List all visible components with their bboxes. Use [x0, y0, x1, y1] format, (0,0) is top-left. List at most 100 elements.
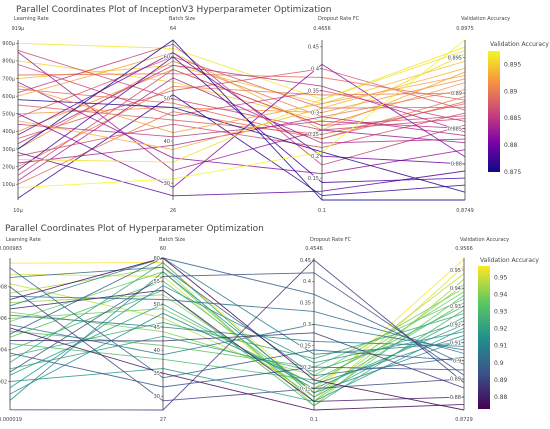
axis-min-label: 0.1 — [318, 208, 326, 214]
data-line — [17, 88, 466, 140]
data-line — [9, 272, 465, 376]
data-line — [17, 49, 466, 131]
data-line — [17, 103, 466, 135]
axis-tick-label: 0.88 — [451, 162, 462, 168]
data-line — [17, 94, 466, 199]
data-line — [9, 289, 465, 402]
data-line — [9, 327, 465, 402]
data-line — [9, 286, 465, 402]
data-line — [17, 64, 466, 122]
data-line — [9, 258, 465, 394]
axis-tick-label: 100μ — [2, 182, 16, 188]
axis-max-label: 64 — [170, 26, 176, 32]
axis-max-label: 0.4656 — [313, 26, 331, 32]
data-line — [9, 298, 465, 368]
axis-tick-label: 0.0004 — [0, 348, 7, 354]
data-line — [9, 285, 465, 389]
data-line — [9, 312, 465, 395]
polylines-group — [17, 39, 466, 201]
axis-tick-label: 0.2 — [311, 154, 319, 160]
axis-tick-label: 0.9 — [453, 359, 461, 365]
polylines-group — [9, 257, 465, 411]
axis-min-label: 0.1 — [310, 417, 318, 423]
data-line — [9, 327, 465, 411]
axis-tick-label: 50 — [164, 97, 170, 103]
data-line — [17, 51, 466, 171]
axis-tick-label: 0.91 — [450, 340, 461, 346]
axis-tick-label: 0.0006 — [0, 316, 7, 322]
data-line — [17, 39, 466, 189]
axis-tick-label: 0.93 — [450, 304, 461, 310]
axis-label: Dropout Rate FC — [310, 237, 352, 243]
data-line — [9, 289, 465, 407]
axis-tick-label: 0.35 — [308, 88, 319, 94]
data-line — [17, 85, 466, 167]
axis-tick-label: 40 — [164, 139, 170, 145]
axis-tick-label: 0.15 — [308, 176, 319, 182]
colorbar-tick-label: 0.91 — [494, 343, 508, 350]
axis-label: Batch Size — [169, 16, 195, 22]
data-line — [9, 320, 465, 372]
axis-tick-label: 0.35 — [300, 301, 311, 307]
data-line — [17, 52, 466, 165]
data-line — [17, 78, 466, 115]
colorbar-tick-label: 0.95 — [494, 274, 508, 281]
axis-tick-label: 0.95 — [450, 268, 461, 274]
data-line — [17, 74, 466, 134]
axis-max-label: 60 — [160, 246, 166, 252]
axes-group: Learning Rate 919μ 10μ 100μ 200μ 300μ 400μ 500μ… — [1, 16, 510, 214]
axis-tick-label: 500μ — [2, 112, 16, 118]
colorbar-tick-label: 0.89 — [504, 88, 518, 95]
axis-tick-label: 0.25 — [300, 344, 311, 350]
axis-tick-label: 45 — [154, 325, 160, 331]
data-line — [17, 96, 466, 185]
axis-tick-label: 60 — [164, 55, 170, 61]
colorbar-tick-label: 0.94 — [494, 291, 508, 298]
axis-tick-label: 30 — [154, 394, 160, 400]
axis-tick-label: 300μ — [2, 147, 16, 153]
axis-tick-label: 30 — [164, 181, 170, 187]
axis-tick-label: 35 — [154, 371, 160, 377]
axes-group: Learning Rate 0.000983 0.000019 0.0002 0.000… — [0, 237, 509, 423]
axis-label: Validation Accuracy — [461, 16, 510, 22]
data-line — [17, 68, 466, 176]
colorbar-tick-label: 0.88 — [494, 394, 508, 401]
data-line — [9, 332, 465, 389]
axis-tick-label: 0.45 — [300, 258, 311, 264]
data-line — [17, 112, 466, 157]
axis-max-label: 0.9566 — [455, 246, 473, 252]
colorbar-tick-label: 0.875 — [504, 169, 521, 176]
data-line — [9, 257, 465, 355]
axis-max-label: 0.8975 — [456, 26, 474, 32]
axis-label: Validation Accuracy — [460, 237, 509, 243]
data-line — [9, 259, 465, 411]
colorbar-tick-label: 0.895 — [504, 61, 521, 68]
axis-tick-label: 60 — [154, 256, 160, 262]
data-line — [9, 266, 465, 377]
axis-tick-label: 40 — [154, 348, 160, 354]
axis-min-label: 0.8749 — [456, 208, 474, 214]
axis-tick-label: 0.15 — [300, 386, 311, 392]
axis-min-label: 0.000019 — [0, 417, 22, 423]
colorbar: Validation Accuracy 0.875 0.88 0.885 0.89 0.8… — [488, 41, 549, 176]
axis-tick-label: 700μ — [2, 76, 16, 82]
axis-label: Batch Size — [159, 237, 185, 243]
axis-label: Learning Rate — [14, 16, 49, 22]
axis-max-label: 0.4546 — [305, 246, 323, 252]
data-line — [9, 267, 465, 379]
axis-tick-label: 0.0008 — [0, 285, 7, 291]
axis-tick-label: 0.895 — [448, 55, 462, 61]
axis-label: Learning Rate — [6, 237, 41, 243]
colorbar-tick-label: 0.93 — [494, 309, 508, 316]
axis-tick-label: 0.2 — [303, 365, 311, 371]
data-line — [9, 271, 465, 401]
colorbar-gradient — [478, 266, 490, 409]
data-line — [9, 295, 465, 354]
axis-tick-label: 55 — [154, 279, 160, 285]
axis-tick-label: 0.94 — [450, 286, 461, 292]
colorbar-title: Validation Accuracy — [490, 41, 549, 48]
axis-tick-label: 200μ — [2, 164, 16, 170]
axis-min-label: 27 — [160, 417, 166, 423]
colorbar-tick-label: 0.885 — [504, 115, 521, 122]
axis-tick-label: 0.92 — [450, 322, 461, 328]
